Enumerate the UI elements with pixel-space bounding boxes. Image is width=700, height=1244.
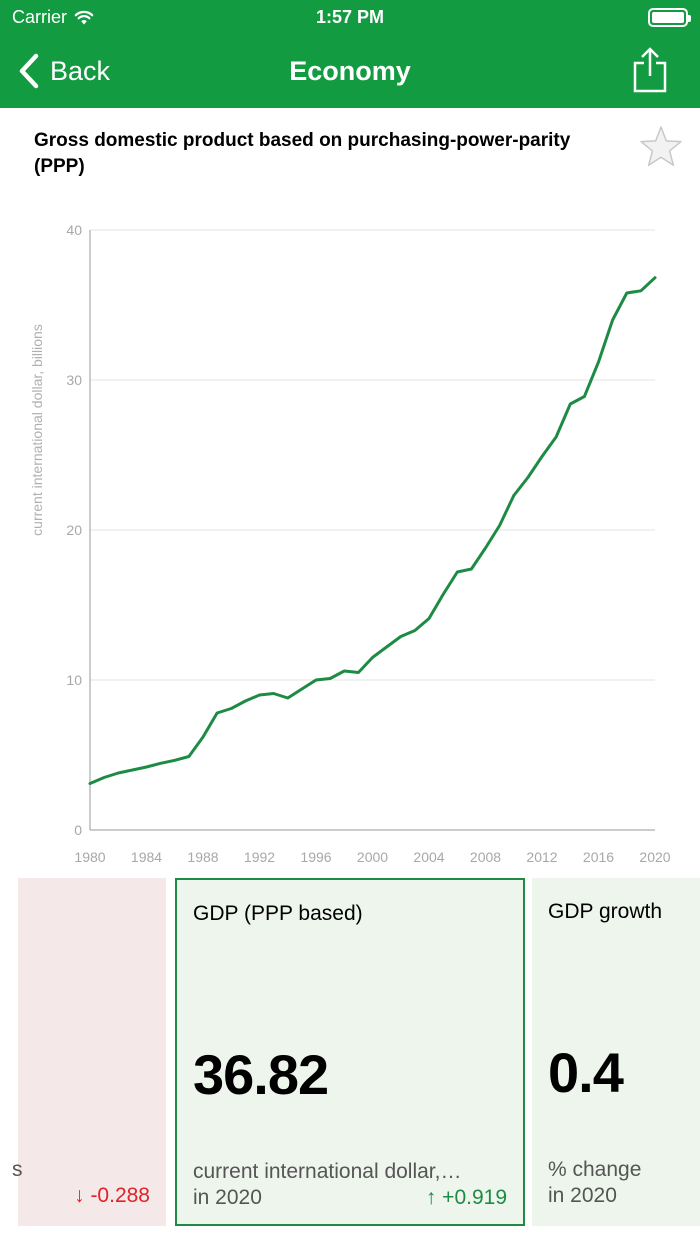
nav-bar: Back Economy [0,36,700,108]
indicator-card-gdp-ppp[interactable]: GDP (PPP based) 36.82 current internatio… [175,878,525,1226]
wifi-icon [74,10,94,24]
y-tick-label: 30 [66,372,82,388]
series-line [88,276,657,785]
share-icon [633,47,667,93]
status-bar: Carrier 1:57 PM [0,0,700,36]
carrier-indicator: Carrier [12,7,94,28]
card-year: in 2020 [193,1186,262,1209]
y-tick-label: 0 [74,822,82,838]
x-tick-label: 2008 [470,849,501,865]
app-header: Carrier 1:57 PM Back Economy [0,0,700,108]
x-tick-label: 1996 [300,849,331,865]
battery-icon [648,8,691,27]
card-unit: current international dollar,… [193,1160,462,1183]
card-change-up: ↑ +0.919 [425,1186,507,1209]
y-tick-label: 10 [66,672,82,688]
back-label: Back [50,55,111,86]
page-title: Economy [289,56,411,86]
status-time: 1:57 PM [315,7,385,27]
chevron-left-icon [19,53,39,89]
x-tick-label: 2012 [526,849,557,865]
y-axis-label: current international dollar, billions [29,324,45,536]
back-button[interactable]: Back [18,51,110,91]
card-value: 0.4 [548,1041,624,1104]
x-tick-label: 1988 [187,849,218,865]
y-tick-label: 40 [66,222,82,238]
carrier-name: Carrier [12,7,68,27]
indicator-card-gdp-growth[interactable]: GDP growth 0.4 % change in 2020 [532,878,700,1226]
card-label: GDP growth [548,900,662,923]
indicator-cards: s ↓ -0.288 GDP (PPP based) 36.82 current… [0,876,700,1228]
x-tick-label: 2016 [583,849,614,865]
x-tick-label: 2000 [357,849,388,865]
y-tick-label: 20 [66,522,82,538]
card-unit-clipped: s [12,1158,23,1181]
gdp-line-chart: 0 10 20 30 40 1980 1984 1988 1992 1996 2000 2004 200… [29,222,671,865]
x-tick-label: 1984 [131,849,162,865]
indicator-card-previous[interactable]: s ↓ -0.288 [12,878,166,1226]
card-year: in 2020 [548,1184,617,1207]
favorite-button[interactable] [638,124,684,170]
card-label: GDP (PPP based) [193,902,363,925]
x-tick-label: 1992 [244,849,275,865]
card-value: 36.82 [193,1043,329,1106]
chart-title: Gross domestic product based on purchasi… [34,130,571,177]
x-tick-label: 2020 [639,849,670,865]
star-icon [640,126,682,167]
share-button[interactable] [632,46,668,94]
card-change-down: ↓ -0.288 [74,1184,150,1207]
card-unit: % change [548,1158,642,1181]
x-tick-label: 1980 [74,849,105,865]
x-tick-label: 2004 [413,849,444,865]
